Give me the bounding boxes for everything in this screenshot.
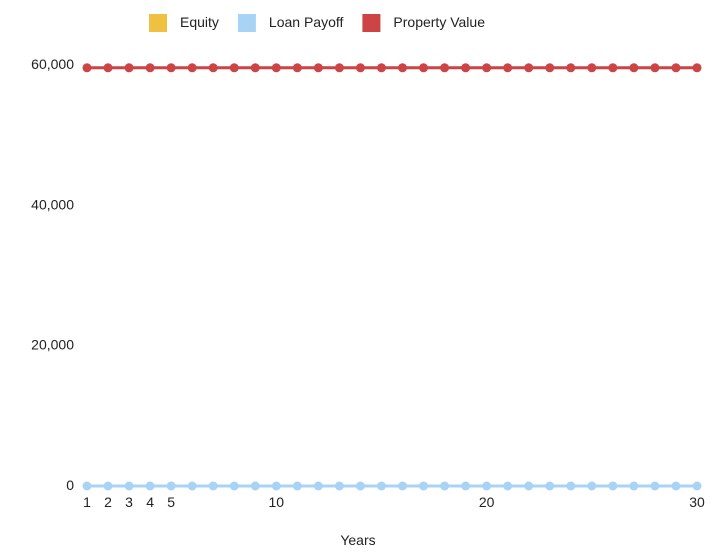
data-point[interactable] (566, 63, 576, 73)
legend-label-0: Equity (180, 14, 219, 30)
x-tick-label: 5 (167, 494, 175, 510)
data-point[interactable] (482, 63, 492, 73)
data-point[interactable] (650, 481, 660, 491)
data-point[interactable] (334, 481, 344, 491)
data-point[interactable] (376, 481, 386, 491)
data-point[interactable] (524, 481, 534, 491)
data-point[interactable] (313, 63, 323, 73)
data-point[interactable] (124, 63, 134, 73)
data-point[interactable] (82, 63, 92, 73)
data-point[interactable] (671, 63, 681, 73)
data-point[interactable] (503, 481, 513, 491)
legend: Equity Loan Payoff Property Value (149, 14, 485, 32)
legend-label-1: Loan Payoff (269, 14, 344, 30)
data-point[interactable] (545, 481, 555, 491)
data-point[interactable] (503, 63, 513, 73)
data-point[interactable] (419, 481, 429, 491)
data-point[interactable] (419, 63, 429, 73)
data-point[interactable] (271, 63, 281, 73)
x-tick-label: 1 (83, 494, 91, 510)
data-point[interactable] (629, 481, 639, 491)
data-point[interactable] (692, 481, 702, 491)
series-layer (82, 63, 702, 491)
data-point[interactable] (208, 63, 218, 73)
data-point[interactable] (461, 63, 471, 73)
data-point[interactable] (671, 481, 681, 491)
data-point[interactable] (355, 481, 365, 491)
data-point[interactable] (124, 481, 134, 491)
data-point[interactable] (587, 481, 597, 491)
data-point[interactable] (187, 63, 197, 73)
data-point[interactable] (524, 63, 534, 73)
data-point[interactable] (650, 63, 660, 73)
data-point[interactable] (355, 63, 365, 73)
data-point[interactable] (82, 481, 92, 491)
y-axis-ticks: 0 20,000 40,000 60,000 (31, 56, 74, 493)
data-point[interactable] (461, 481, 471, 491)
data-point[interactable] (398, 481, 408, 491)
y-tick-label: 40,000 (31, 196, 74, 212)
data-point[interactable] (271, 481, 281, 491)
data-point[interactable] (376, 63, 386, 73)
data-point[interactable] (250, 63, 260, 73)
legend-swatch-2 (362, 14, 381, 32)
data-point[interactable] (545, 63, 555, 73)
data-point[interactable] (166, 481, 176, 491)
data-point[interactable] (313, 481, 323, 491)
data-point[interactable] (187, 481, 197, 491)
legend-swatch-0 (149, 14, 167, 32)
x-tick-label: 4 (146, 494, 154, 510)
data-point[interactable] (292, 63, 302, 73)
x-tick-label: 3 (125, 494, 133, 510)
data-point[interactable] (103, 63, 113, 73)
y-tick-label: 0 (66, 477, 74, 493)
data-point[interactable] (398, 63, 408, 73)
data-point[interactable] (250, 481, 260, 491)
data-point[interactable] (608, 63, 618, 73)
legend-label-2: Property Value (393, 14, 485, 30)
data-point[interactable] (208, 481, 218, 491)
legend-swatch-1 (237, 14, 256, 32)
data-point[interactable] (566, 481, 576, 491)
data-point[interactable] (292, 481, 302, 491)
x-tick-label: 10 (269, 494, 285, 510)
data-point[interactable] (145, 481, 155, 491)
data-point[interactable] (229, 63, 239, 73)
data-point[interactable] (166, 63, 176, 73)
x-tick-label: 20 (479, 494, 495, 510)
data-point[interactable] (629, 63, 639, 73)
x-tick-label: 2 (104, 494, 112, 510)
data-point[interactable] (103, 481, 113, 491)
data-point[interactable] (229, 481, 239, 491)
x-axis-ticks: 1 2 3 4 5 10 20 30 (83, 494, 705, 510)
y-tick-label: 20,000 (31, 337, 74, 353)
data-point[interactable] (692, 63, 702, 73)
data-point[interactable] (334, 63, 344, 73)
data-point[interactable] (440, 63, 450, 73)
data-point[interactable] (440, 481, 450, 491)
data-point[interactable] (587, 63, 597, 73)
x-tick-label: 30 (689, 494, 705, 510)
x-axis-title: Years (340, 532, 375, 548)
data-point[interactable] (482, 481, 492, 491)
y-tick-label: 60,000 (31, 56, 74, 72)
data-point[interactable] (608, 481, 618, 491)
data-point[interactable] (145, 63, 155, 73)
